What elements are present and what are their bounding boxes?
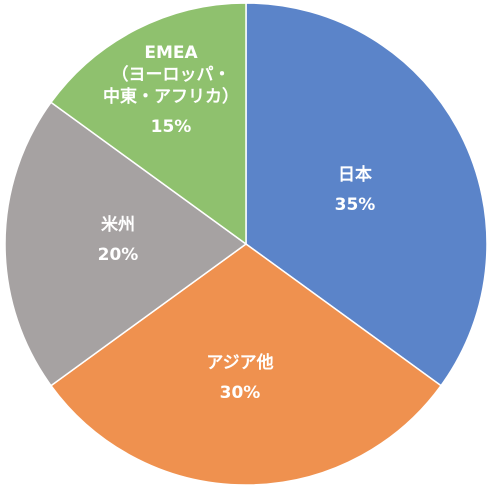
- slice-label-3: EMEA（ヨーロッパ・中東・アフリカ） 15%: [103, 43, 239, 137]
- slice-category-label: （ヨーロッパ・: [112, 64, 231, 85]
- slice-percent-label: 20%: [98, 245, 139, 265]
- slice-category-label: 中東・アフリカ）: [103, 86, 239, 107]
- slice-category-label: 米州: [101, 214, 135, 235]
- slice-label-2: 米州 20%: [98, 214, 139, 265]
- slice-percent-label: 15%: [151, 117, 192, 137]
- pie-slice-2: [4, 101, 248, 387]
- slice-percent-label: 35%: [335, 195, 376, 215]
- slice-category-label: 日本: [338, 164, 372, 185]
- pie-slice-3: [49, 2, 247, 246]
- slice-category-label: アジア他: [206, 352, 273, 373]
- slice-label-0: 日本 35%: [335, 164, 376, 215]
- slice-category-label: EMEA: [144, 43, 198, 63]
- slice-label-1: アジア他 30%: [206, 352, 273, 403]
- pie-slice-0: [245, 2, 488, 387]
- pie-slice-1: [49, 243, 443, 486]
- slice-percent-label: 30%: [220, 383, 261, 403]
